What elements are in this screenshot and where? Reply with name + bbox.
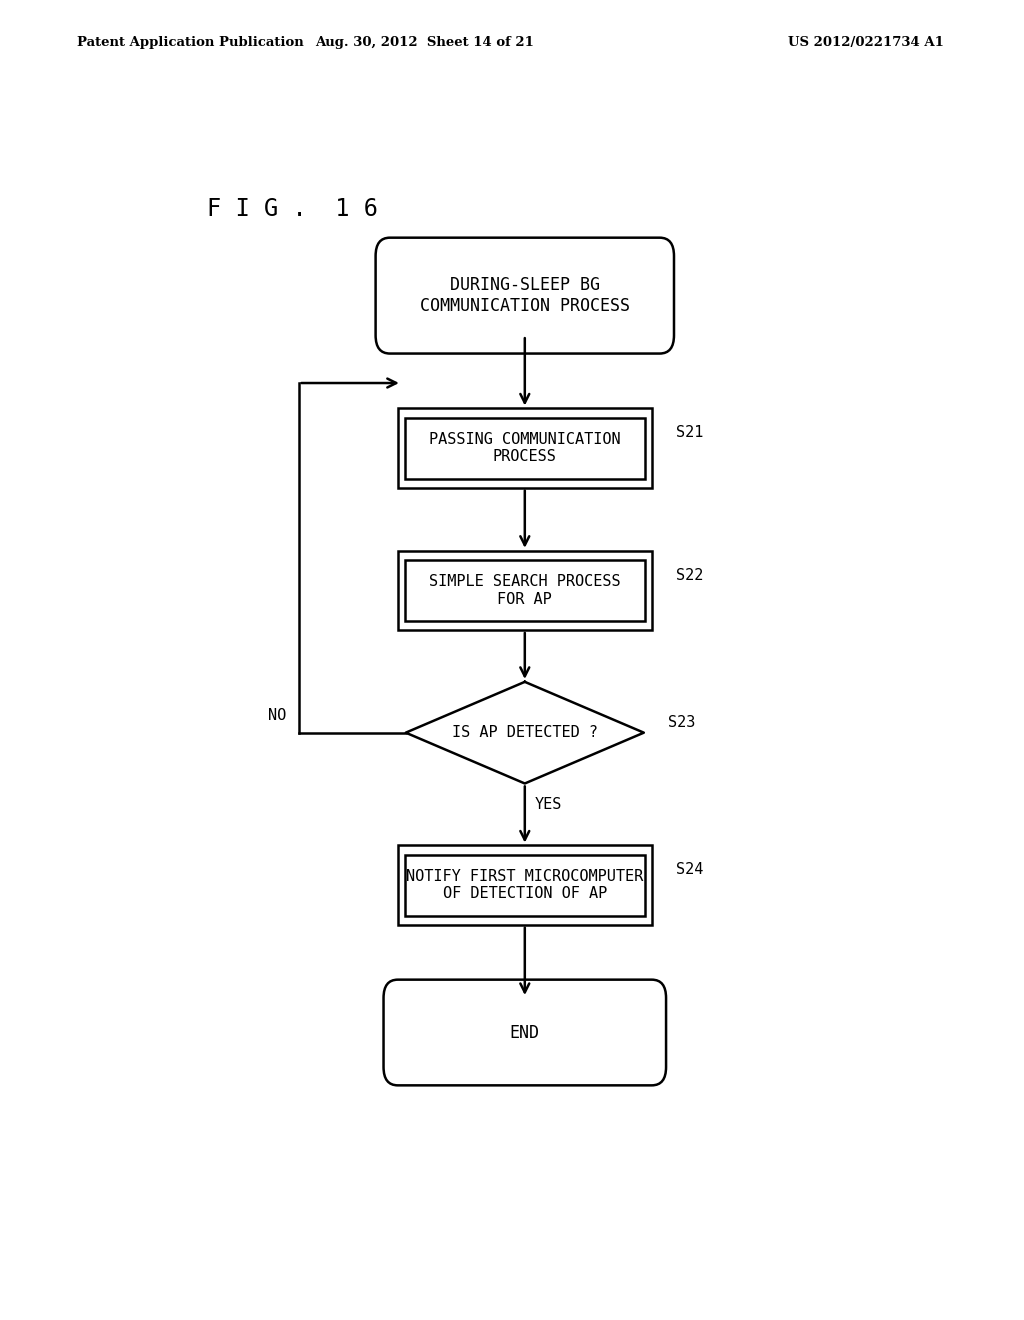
Text: DURING-SLEEP BG
COMMUNICATION PROCESS: DURING-SLEEP BG COMMUNICATION PROCESS: [420, 276, 630, 315]
Bar: [397, 408, 651, 487]
Text: S22: S22: [676, 568, 702, 582]
Text: SIMPLE SEARCH PROCESS
FOR AP: SIMPLE SEARCH PROCESS FOR AP: [429, 574, 621, 607]
Text: IS AP DETECTED ?: IS AP DETECTED ?: [452, 725, 598, 741]
Bar: [404, 560, 645, 620]
Text: S24: S24: [676, 862, 702, 878]
FancyBboxPatch shape: [384, 979, 666, 1085]
Bar: [404, 417, 645, 479]
FancyBboxPatch shape: [376, 238, 674, 354]
Bar: [397, 550, 651, 630]
Bar: [404, 854, 645, 916]
Text: PASSING COMMUNICATION
PROCESS: PASSING COMMUNICATION PROCESS: [429, 432, 621, 465]
Text: Aug. 30, 2012  Sheet 14 of 21: Aug. 30, 2012 Sheet 14 of 21: [315, 36, 535, 49]
Text: F I G .  1 6: F I G . 1 6: [207, 197, 378, 220]
Text: END: END: [510, 1023, 540, 1041]
Text: NO: NO: [268, 708, 287, 722]
Text: NOTIFY FIRST MICROCOMPUTER
OF DETECTION OF AP: NOTIFY FIRST MICROCOMPUTER OF DETECTION …: [407, 869, 643, 902]
Text: US 2012/0221734 A1: US 2012/0221734 A1: [788, 36, 944, 49]
Text: S23: S23: [668, 715, 695, 730]
Text: S21: S21: [676, 425, 702, 441]
Text: YES: YES: [535, 797, 562, 812]
Bar: [397, 846, 651, 925]
Text: Patent Application Publication: Patent Application Publication: [77, 36, 303, 49]
